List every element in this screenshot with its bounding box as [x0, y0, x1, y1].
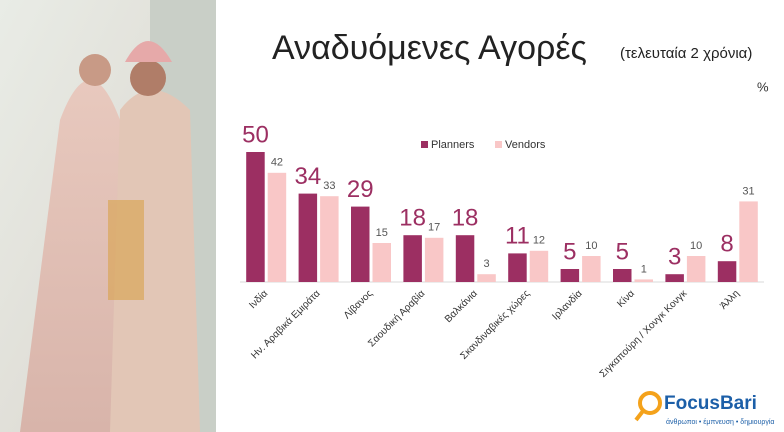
bar: [560, 269, 580, 282]
bar: [320, 196, 339, 282]
value-label: 5: [616, 238, 629, 265]
x-tick-label: Ιρλανδία: [550, 287, 585, 322]
legend-label: Vendors: [505, 139, 546, 151]
bar: [403, 235, 422, 282]
legend-label: Planners: [431, 139, 475, 151]
value-label: 3: [483, 258, 489, 270]
bar: [717, 261, 737, 282]
chart-title: Αναδυόμενες Αγορές: [272, 29, 587, 67]
bar: [246, 152, 265, 282]
photo: [0, 0, 216, 432]
chart-subtitle: (τελευταία 2 χρόνια): [620, 45, 752, 62]
value-label: 10: [690, 240, 702, 252]
bar: [634, 279, 653, 282]
logo-name: FocusBari: [664, 393, 757, 414]
x-tick-label: Ινδία: [247, 287, 271, 311]
bar: [424, 237, 444, 282]
value-label: 12: [533, 235, 545, 247]
value-label: 18: [399, 205, 426, 232]
logo-icon: [638, 391, 662, 415]
value-label: 31: [742, 185, 754, 197]
x-tick-label: Βαλκάνια: [442, 287, 480, 325]
value-label: 5: [563, 238, 576, 265]
bar: [529, 250, 549, 282]
bar: [686, 256, 706, 282]
value-label: 17: [428, 222, 440, 234]
bar: [739, 201, 758, 282]
bar: [613, 269, 632, 282]
x-tick-label: Σιγκαπούρη / Χονγκ Κονγκ: [597, 287, 690, 380]
value-label: 8: [720, 231, 733, 258]
value-label: 3: [668, 244, 681, 271]
value-label: 34: [294, 163, 321, 190]
bar: [665, 274, 684, 282]
value-label: 11: [505, 223, 530, 250]
value-label: 50: [242, 121, 269, 148]
logo-icon: [634, 409, 645, 422]
bar: [351, 206, 370, 282]
value-label: 33: [323, 180, 335, 192]
bar: [477, 274, 496, 282]
value-label: 1: [641, 263, 647, 275]
bar: [582, 256, 601, 282]
logo: FocusBari άνθρωποι • έμπνευση • δημιουργ…: [634, 391, 774, 426]
value-label: 29: [347, 176, 374, 203]
bar: [267, 172, 287, 282]
bar: [372, 243, 391, 282]
value-label: 15: [376, 227, 388, 239]
value-label: 42: [271, 157, 283, 169]
x-tick-label: Λίβανος: [341, 287, 375, 321]
legend-swatch: [421, 141, 428, 148]
legend-swatch: [495, 141, 502, 148]
value-label: 18: [452, 205, 479, 232]
bar: [455, 235, 475, 282]
logo-tagline: άνθρωποι • έμπνευση • δημιουργία: [666, 418, 774, 426]
x-tick-label: Κίνα: [615, 287, 638, 310]
x-tick-label: Σαουδική Αραβία: [366, 287, 428, 349]
bar: [298, 193, 318, 282]
value-label: 10: [585, 240, 597, 252]
unit-label: %: [757, 79, 769, 94]
bar: [508, 253, 527, 282]
x-tick-label: Άλλη: [718, 288, 742, 312]
